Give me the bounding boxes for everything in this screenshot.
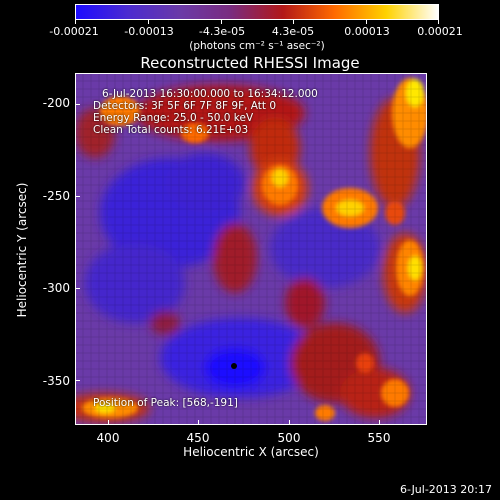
x-tick-label: 400 (96, 431, 120, 445)
info-line-time: 6-Jul-2013 16:30:00.000 to 16:34:12.000 (102, 88, 318, 100)
colorbar-tick (366, 20, 367, 24)
x-tick-mark (198, 420, 199, 425)
x-tick-label: 550 (367, 431, 391, 445)
colorbar-tick-label: -0.00013 (124, 25, 174, 38)
y-tick-mark (75, 288, 80, 289)
peak-marker-icon (231, 363, 237, 369)
y-tick-mark (75, 196, 80, 197)
colorbar-tick-label: 4.3e-05 (271, 25, 315, 38)
y-tick-label: -250 (42, 189, 70, 203)
y-tick-mark (75, 380, 80, 381)
x-tick-label: 500 (277, 431, 301, 445)
rhessi-image-plot (75, 73, 427, 425)
colorbar-unit-label: (photons cm⁻² s⁻¹ asec⁻²) (189, 40, 325, 52)
x-tick-mark (289, 420, 290, 425)
colorbar-tick (438, 20, 439, 24)
colorbar-gradient (75, 4, 439, 20)
rhessi-image-canvas (75, 73, 427, 425)
image-title: Reconstructed RHESSI Image (140, 54, 360, 72)
x-tick-mark (379, 420, 380, 425)
colorbar-tick-label: -4.3e-05 (198, 25, 246, 38)
info-line-counts: Clean Total counts: 6.21E+03 (93, 124, 249, 136)
colorbar-tick (75, 20, 76, 24)
peak-position-text: Position of Peak: [568,-191] (93, 397, 238, 409)
footer-timestamp: 6-Jul-2013 20:17 (399, 483, 492, 496)
colorbar-tick (293, 20, 294, 24)
info-line-detectors: Detectors: 3F 5F 6F 7F 8F 9F, Att 0 (93, 100, 277, 112)
colorbar-tick-label: -0.00021 (49, 25, 99, 38)
y-tick-label: -350 (42, 374, 70, 388)
info-line-energy: Energy Range: 25.0 - 50.0 keV (93, 112, 254, 124)
y-tick-mark (75, 104, 80, 105)
x-tick-mark (108, 420, 109, 425)
y-tick-label: -200 (42, 96, 70, 110)
x-axis-title: Heliocentric X (arcsec) (183, 445, 319, 459)
colorbar-tick (221, 20, 222, 24)
colorbar-tick-label: 0.00013 (344, 25, 390, 38)
colorbar-tick (148, 20, 149, 24)
colorbar-tick-label: 0.00021 (417, 25, 463, 38)
y-tick-label: -300 (42, 281, 70, 295)
y-axis-title: Heliocentric Y (arcsec) (15, 182, 29, 318)
x-tick-label: 450 (186, 431, 210, 445)
